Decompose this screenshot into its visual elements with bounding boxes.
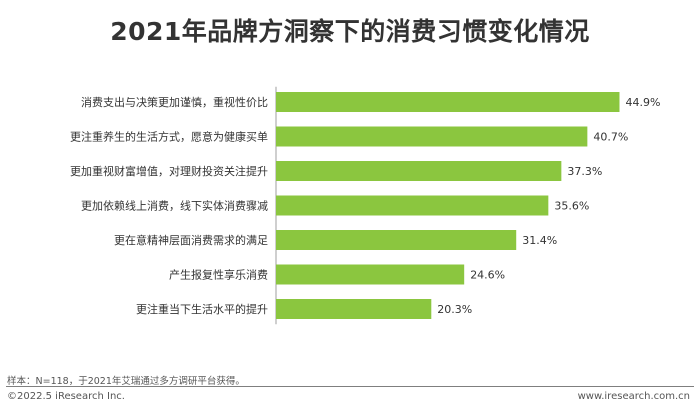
bar [276,161,562,181]
sample-footnote: 样本：N=118，于2021年艾瑞通过多方调研平台获得。 [7,376,245,387]
category-label: 更加依赖线上消费，线下实体消费骤减 [81,199,268,213]
copyright-text: ©2022.5 iResearch Inc. [7,391,125,402]
bar [276,299,432,319]
bar [276,92,620,112]
value-label: 31.4% [522,234,557,247]
value-label: 40.7% [593,131,628,144]
category-label: 消费支出与决策更加谨慎，重视性价比 [81,95,268,109]
bar [276,126,588,147]
category-label: 更注重当下生活水平的提升 [136,302,268,316]
category-label: 更在意精神层面消费需求的满足 [114,233,268,247]
bar [276,230,517,250]
value-label: 20.3% [437,303,472,316]
value-label: 24.6% [470,269,505,282]
bar [276,195,549,216]
chart-title: 2021年品牌方洞察下的消费习惯变化情况 [110,17,590,46]
website-text: www.iresearch.com.cn [577,391,690,402]
value-label: 35.6% [554,200,589,213]
category-label: 更注重养生的生活方式，愿意为健康买单 [70,130,268,144]
category-label: 产生报复性享乐消费 [169,268,268,282]
category-label: 更加重视财富增值，对理财投资关注提升 [70,164,268,178]
bar [276,264,465,285]
value-label: 44.9% [625,96,660,109]
footer-divider [6,386,694,387]
value-label: 37.3% [567,165,602,178]
